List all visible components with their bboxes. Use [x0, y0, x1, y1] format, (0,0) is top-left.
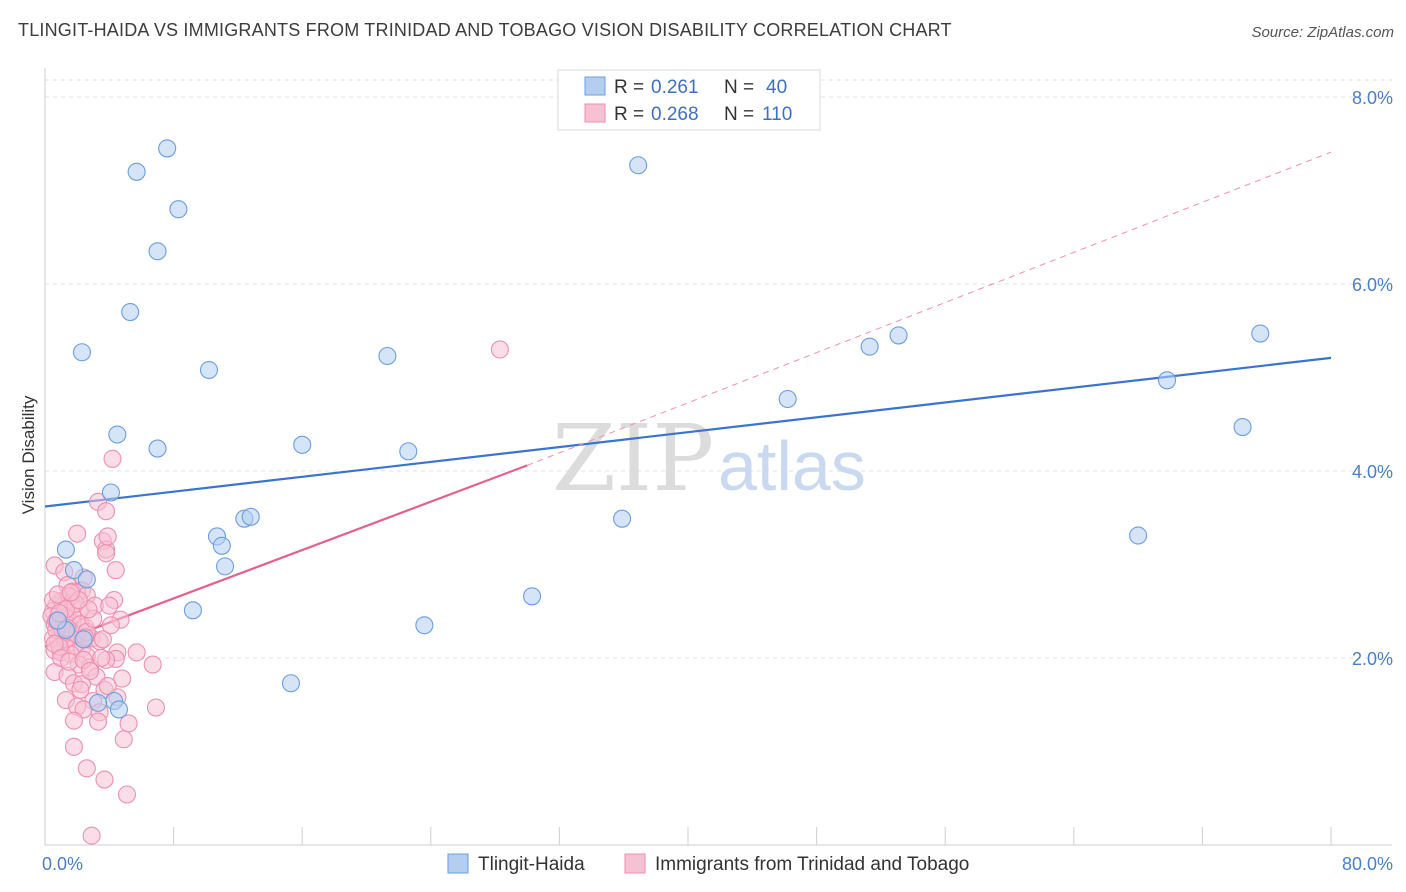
trinidad-point-70	[146, 698, 165, 717]
chart-title: TLINGIT-HAIDA VS IMMIGRANTS FROM TRINIDA…	[18, 20, 952, 40]
tlingit-point-27	[77, 570, 96, 589]
tlingit-point-16	[148, 439, 167, 458]
y-tick-label-0: 2.0%	[1352, 649, 1393, 669]
trinidad-point-105	[61, 583, 80, 602]
trinidad-point-7	[97, 544, 116, 563]
legend-n-value-2: 110	[762, 104, 792, 125]
trinidad-point-8	[98, 527, 117, 546]
trinidad-point-12	[106, 561, 125, 580]
x-tick-labels: 0.0% 80.0%	[42, 854, 1393, 874]
tlingit-point-32	[415, 616, 434, 635]
tlingit-point-39	[88, 693, 108, 712]
x-tick-label-1: 80.0%	[1342, 854, 1393, 874]
legend-r-label-1: R =	[614, 77, 644, 98]
tlingit-point-19	[101, 483, 120, 502]
tlingit-point-6	[72, 343, 92, 362]
y-tick-label-1: 4.0%	[1352, 462, 1393, 482]
bottom-legend-swatch-trinidad	[624, 853, 646, 874]
y-tick-labels: 2.0% 4.0% 6.0% 8.0%	[1352, 88, 1393, 669]
tlingit-point-0	[158, 139, 177, 158]
trinidad-point-3	[97, 502, 116, 521]
trinidad-point-104	[98, 676, 117, 696]
trinidad-point-72	[88, 712, 108, 731]
trinidad-point-4	[68, 524, 87, 543]
tlingit-point-14	[1233, 418, 1252, 437]
tlingit-point-10	[889, 326, 908, 345]
x-tick-label-0: 0.0%	[42, 854, 83, 874]
correlation-legend: R = 0.261 N = 40 R = 0.268 N = 110	[557, 69, 821, 131]
watermark-zip: ZIP	[552, 405, 714, 512]
trinidad-point-59	[113, 669, 132, 688]
bottom-legend-swatch-tlingit	[447, 853, 469, 874]
trinidad-point-77	[95, 770, 114, 789]
tlingit-point-15	[108, 425, 127, 444]
trinidad-point-0	[490, 340, 509, 359]
trinidad-point-79	[82, 826, 101, 845]
trinidad-point-1	[103, 449, 122, 468]
trinidad-point-76	[77, 759, 96, 778]
legend-r-value-2: 0.268	[651, 104, 699, 125]
trinidad-point-75	[114, 730, 133, 749]
tlingit-point-5	[121, 302, 140, 322]
tlingit-point-18	[399, 442, 418, 461]
source-credit: Source: ZipAtlas.com	[1251, 24, 1394, 41]
tlingit-point-17	[293, 435, 312, 454]
tlingit-point-2	[169, 200, 188, 219]
trend-extension-1	[527, 151, 1332, 466]
trinidad-point-26	[100, 596, 119, 615]
trinidad-point-74	[64, 737, 83, 756]
trinidad-point-78	[117, 785, 137, 804]
legend-swatch-tlingit	[584, 76, 606, 96]
tlingit-point-21	[241, 507, 260, 526]
axes	[44, 68, 1392, 846]
tlingit-point-24	[215, 557, 235, 576]
data-points	[42, 139, 1270, 845]
tlingit-point-12	[1251, 324, 1270, 343]
tlingit-point-9	[860, 337, 879, 356]
watermark-atlas: atlas	[718, 427, 866, 505]
tlingit-point-7	[199, 360, 219, 380]
tlingit-point-23	[212, 536, 231, 555]
tlingit-point-11	[778, 389, 797, 409]
y-tick-label-3: 8.0%	[1352, 88, 1393, 108]
trinidad-point-103	[80, 662, 100, 681]
tlingit-point-31	[183, 601, 202, 620]
bottom-legend-label-tlingit: Tlingit-Haida	[478, 854, 585, 875]
tlingit-point-33	[281, 674, 300, 693]
tlingit-point-38	[48, 611, 67, 630]
bottom-legend-label-trinidad: Immigrants from Trinidad and Tobago	[655, 854, 969, 875]
watermark: ZIP atlas	[552, 405, 866, 512]
tlingit-point-13	[1157, 371, 1177, 390]
tlingit-point-35	[109, 700, 128, 719]
tlingit-point-30	[1129, 526, 1148, 545]
trinidad-point-71	[64, 711, 83, 730]
tlingit-point-25	[56, 540, 75, 559]
tlingit-point-36	[74, 630, 93, 649]
trinidad-point-55	[143, 655, 162, 674]
legend-r-value-1: 0.261	[651, 77, 699, 98]
legend-n-value-1: 40	[766, 77, 787, 98]
tlingit-point-3	[148, 242, 167, 261]
series-legend: Tlingit-Haida Immigrants from Trinidad a…	[447, 853, 969, 875]
legend-swatch-trinidad	[584, 103, 606, 123]
trinidad-point-49	[127, 643, 146, 662]
trend-line-0	[44, 356, 1332, 508]
tlingit-point-8	[378, 346, 397, 366]
trinidad-point-50	[93, 630, 112, 649]
tlingit-point-29	[523, 587, 542, 606]
y-axis-label: Vision Disability	[19, 395, 38, 514]
trinidad-point-106	[101, 616, 120, 635]
y-tick-label-2: 6.0%	[1352, 275, 1393, 295]
tlingit-point-1	[127, 162, 146, 181]
tlingit-point-26	[64, 561, 83, 580]
legend-n-label-2: N =	[724, 104, 754, 125]
trinidad-point-99	[92, 648, 111, 668]
legend-r-label-2: R =	[614, 104, 644, 125]
trend-lines	[44, 151, 1332, 648]
tlingit-point-28	[613, 509, 632, 528]
tlingit-point-4	[629, 156, 648, 175]
legend-n-label-1: N =	[724, 77, 754, 98]
